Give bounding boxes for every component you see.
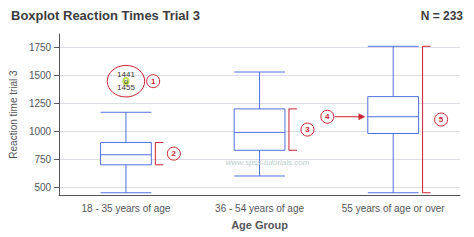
svg-text:1750: 1750	[29, 42, 52, 53]
svg-text:1441: 1441	[117, 69, 135, 79]
svg-text:N = 233: N = 233	[421, 9, 464, 23]
svg-text:500: 500	[34, 182, 51, 193]
svg-text:Boxplot Reaction Times Trial 3: Boxplot Reaction Times Trial 3	[11, 8, 200, 23]
svg-text:3: 3	[305, 125, 310, 134]
svg-text:5: 5	[439, 115, 444, 124]
svg-text:www.spss-tutorials.com: www.spss-tutorials.com	[226, 158, 310, 167]
svg-text:1455: 1455	[117, 83, 135, 92]
svg-text:36 - 54 years of age: 36 - 54 years of age	[215, 203, 304, 214]
svg-text:4: 4	[325, 112, 330, 121]
svg-text:1250: 1250	[29, 98, 52, 109]
svg-text:o: o	[124, 78, 128, 86]
svg-text:1: 1	[151, 77, 156, 86]
svg-text:55 years of age or over: 55 years of age or over	[342, 203, 446, 214]
svg-text:2: 2	[172, 149, 177, 158]
svg-text:Age Group: Age Group	[231, 219, 288, 231]
svg-text:1500: 1500	[29, 70, 52, 81]
svg-text:Reaction time trial 3: Reaction time trial 3	[8, 70, 19, 159]
svg-text:750: 750	[34, 154, 51, 165]
svg-text:18 - 35 years of age: 18 - 35 years of age	[81, 203, 170, 214]
svg-text:1000: 1000	[29, 126, 52, 137]
